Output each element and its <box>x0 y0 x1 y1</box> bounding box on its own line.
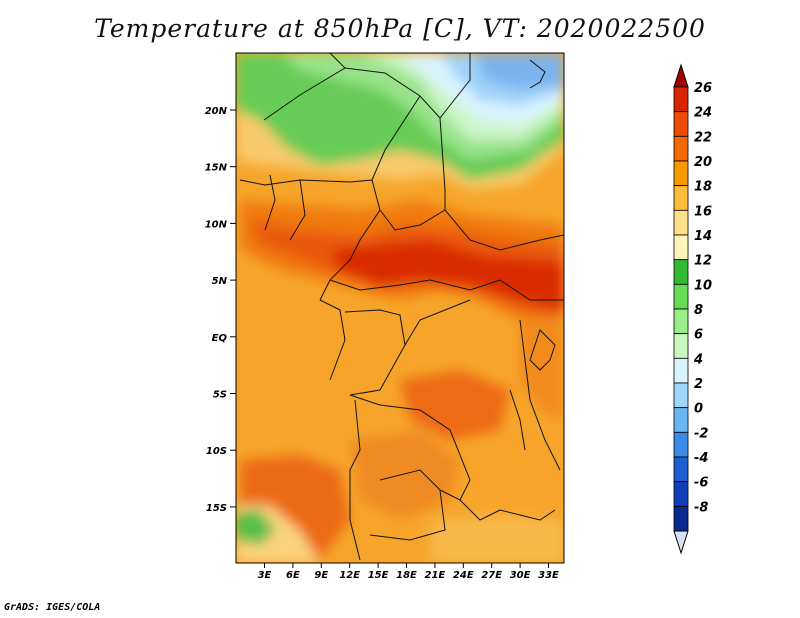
map-title: Temperature at 850hPa [C], VT: 202002250… <box>94 14 706 43</box>
colorbar-swatch <box>673 160 689 187</box>
colorbar-label: 22 <box>694 130 712 145</box>
colorbar-swatch <box>673 234 689 261</box>
lon-label: 6E <box>286 570 300 581</box>
lon-label: 18E <box>396 570 417 581</box>
colorbar-bottom-arrow <box>673 530 689 555</box>
colorbar-label: 4 <box>693 352 703 367</box>
lon-label: 21E <box>425 570 446 581</box>
colorbar-swatch <box>673 283 689 310</box>
grads-credit: GrADS: IGES/COLA <box>4 602 101 613</box>
colorbar-label: -6 <box>694 476 708 491</box>
lon-label: 9E <box>314 570 328 581</box>
lat-label: EQ <box>212 333 228 344</box>
colorbar-swatch <box>673 333 689 359</box>
colorbar-label: 16 <box>694 204 712 219</box>
temperature-field <box>236 53 564 563</box>
colorbar-swatch <box>673 431 689 458</box>
colorbar-swatch <box>673 111 689 137</box>
colorbar-label: 26 <box>694 81 712 96</box>
lon-label: 33E <box>538 570 559 581</box>
colorbar-top-arrow <box>673 63 689 88</box>
lat-label: 5N <box>212 276 228 287</box>
map-frame <box>235 52 565 564</box>
colorbar-swatch <box>673 308 689 335</box>
colorbar-swatch <box>673 357 689 384</box>
colorbar-label: 24 <box>694 106 712 121</box>
lon-label: 3E <box>258 570 272 581</box>
lat-label: 15N <box>205 163 228 174</box>
colorbar-label: 12 <box>694 254 712 269</box>
lat-label: 20N <box>205 106 228 117</box>
colorbar-swatch <box>673 209 689 236</box>
colorbar-swatch <box>673 456 689 483</box>
colorbar-swatch <box>673 407 689 433</box>
lon-label: 24E <box>453 570 474 581</box>
colorbar-swatch <box>673 86 689 113</box>
lat-label: 10N <box>205 219 228 230</box>
colorbar-swatch <box>673 481 689 507</box>
colorbar-label: 6 <box>694 328 703 343</box>
lat-label: 15S <box>206 503 227 514</box>
colorbar-label: 10 <box>694 278 712 293</box>
colorbar-label: -4 <box>694 451 708 466</box>
colorbar-swatch <box>673 185 689 211</box>
colorbar-label: 2 <box>694 377 703 392</box>
colorbar-swatch <box>673 505 689 532</box>
longitude-axis: 3E 6E 9E 12E 15E 18E 21E 24E 27E 30E 33E <box>258 563 559 581</box>
colorbar-label: 0 <box>694 402 703 417</box>
colorbar-label: 20 <box>694 155 712 170</box>
lon-label: 27E <box>481 570 502 581</box>
colorbar-swatch <box>673 259 689 285</box>
colorbar-swatch <box>673 382 689 409</box>
lon-label: 15E <box>368 570 389 581</box>
latitude-axis: 20N 15N 10N 5N EQ 5S 10S 15S <box>205 106 236 514</box>
colorbar-label: -2 <box>694 426 708 441</box>
colorbar-label: 14 <box>694 229 712 244</box>
lat-label: 10S <box>206 446 227 457</box>
lat-label: 5S <box>213 390 227 401</box>
colorbar-swatch <box>673 135 689 162</box>
colorbar-label: 18 <box>694 180 712 195</box>
country-borders <box>239 53 564 561</box>
colorbar-label: -8 <box>694 500 708 515</box>
lon-label: 12E <box>339 570 360 581</box>
lon-label: 30E <box>510 570 531 581</box>
colorbar-label: 8 <box>694 303 703 318</box>
